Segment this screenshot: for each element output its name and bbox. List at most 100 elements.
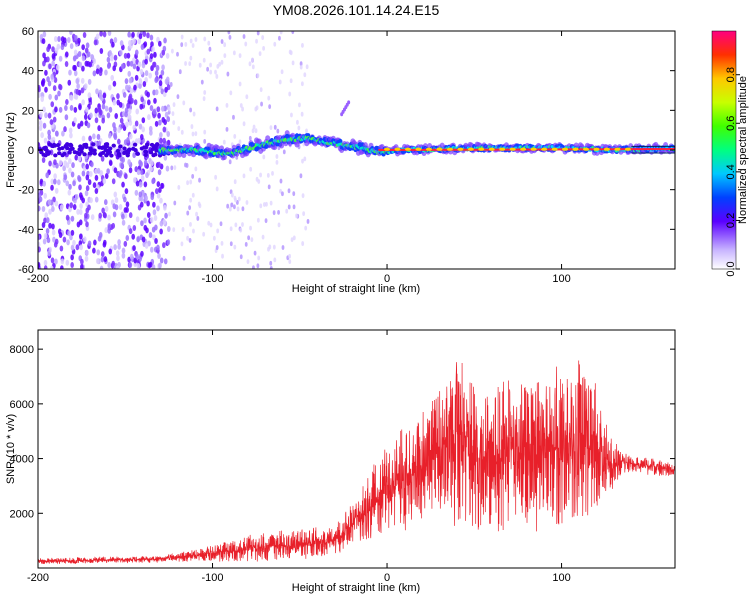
spectrogram-cell [189, 38, 193, 44]
spectrogram-cell [299, 64, 303, 70]
spectrogram-cell [141, 236, 146, 243]
spectrogram-cell [42, 31, 47, 38]
spectrogram-cell [302, 211, 306, 217]
spectrogram-cell [89, 197, 93, 204]
spectrogram-cell [70, 171, 75, 178]
spectrogram-cell [80, 258, 84, 265]
spec-x-tick-label: 0 [384, 273, 390, 285]
spectrogram-cell [614, 147, 621, 151]
spectrogram-cell [191, 131, 195, 137]
spectrogram-cell [189, 222, 192, 227]
spectrogram-cell [159, 132, 163, 139]
spectrogram-cell [155, 64, 160, 71]
spectrogram-cell [254, 128, 258, 134]
spectrogram-cell [562, 147, 569, 151]
spectrogram-cell [83, 236, 87, 243]
spectrogram-cell [53, 35, 58, 42]
spectrogram-cell [154, 237, 158, 244]
spectrogram-cell [67, 230, 71, 237]
spectrogram-cell [225, 126, 229, 132]
spectrogram-cell [288, 259, 292, 265]
spectrogram-cell [101, 207, 105, 214]
spectrogram-cell [146, 91, 150, 98]
spectrogram-cell [279, 31, 283, 35]
spectrogram-cell [50, 178, 55, 185]
spectrogram-cell [268, 244, 272, 250]
spectrogram-cell [139, 201, 144, 208]
spectrogram-cell [100, 256, 105, 263]
spectrogram-cell [140, 250, 144, 257]
spectrogram-cell [138, 123, 143, 130]
spectrogram-cell [166, 239, 171, 246]
spectrogram-cell [280, 69, 284, 75]
spectrogram-cell [300, 111, 304, 117]
spectrogram-cell [242, 121, 246, 127]
spectrogram-cell [115, 265, 120, 269]
spectrogram-cell [303, 156, 307, 162]
spectrogram-cell [259, 87, 263, 93]
spectrogram-cell [151, 153, 156, 158]
spectrogram-cell [170, 48, 174, 54]
spectrogram-cell [105, 151, 110, 156]
spectrogram-cell [100, 155, 105, 162]
spectrogram-cell [129, 60, 134, 67]
spectrogram-cell [203, 36, 207, 42]
spectrogram-cell [135, 216, 140, 223]
spectrogram-cell [89, 171, 93, 178]
spectrogram-cell [41, 222, 46, 229]
spectrogram-cell [82, 152, 87, 157]
spectrogram-cell [42, 180, 47, 187]
spectrogram-cell [106, 112, 111, 119]
spectrogram-cell [69, 31, 73, 35]
spectrogram-cell [54, 106, 58, 113]
spectrogram-cell [220, 241, 224, 246]
spectrogram-cell [239, 254, 243, 260]
spectrogram-cell [109, 153, 114, 158]
spectrogram-cell [230, 202, 234, 208]
spectrogram-cell [295, 213, 298, 219]
spectrogram-cell [127, 114, 132, 121]
spectrogram-cell [107, 84, 112, 91]
spectrogram-cell [141, 145, 147, 150]
spectrogram-cell [92, 70, 97, 77]
spectrogram-cell [48, 222, 52, 229]
spectrogram-cell [73, 70, 78, 77]
spectrogram-cell [128, 167, 133, 174]
spectrogram-cell [54, 187, 59, 194]
spectrogram-cell [228, 35, 232, 40]
spectrogram-cell [140, 220, 144, 227]
spectrogram-cell [467, 147, 474, 151]
spectrogram-cell [125, 234, 130, 241]
spectrogram-cell [73, 106, 78, 113]
spectrogram-cell [40, 132, 44, 139]
spectrogram-cell [246, 259, 250, 265]
spectrogram-cell [241, 206, 245, 212]
spectrogram-cell [241, 222, 244, 227]
spectrogram-cell [51, 46, 55, 53]
spectrogram-cell [126, 102, 130, 109]
spectrogram-cell [42, 106, 46, 113]
spectrogram-cell [292, 235, 296, 241]
spectrogram-cell [128, 228, 133, 235]
spectrogram-cell [267, 184, 271, 190]
spectrogram-cell [272, 210, 276, 216]
spectrogram-cell [156, 106, 161, 113]
spectrogram-cell [147, 99, 151, 106]
spectrogram-cell [251, 57, 254, 63]
spectrogram-cell [279, 178, 283, 184]
spectrogram-cell [299, 61, 303, 67]
spectrogram-cell [65, 259, 70, 266]
spectrogram-cell [154, 120, 159, 127]
spectrogram-cell [287, 204, 291, 210]
spectrogram-cell [50, 257, 55, 264]
spectrogram-cell [253, 250, 257, 256]
spectrogram-cell [150, 160, 154, 167]
spectrogram-cell [163, 204, 167, 211]
spectrogram-cell [159, 228, 163, 235]
spectrogram-cell [145, 172, 149, 179]
spectrogram-cell [289, 78, 293, 84]
spectrogram-cell [118, 101, 123, 108]
spectrogram-cell [278, 79, 282, 85]
spectrogram-cell [70, 215, 75, 222]
spectrogram-cell [281, 245, 285, 250]
